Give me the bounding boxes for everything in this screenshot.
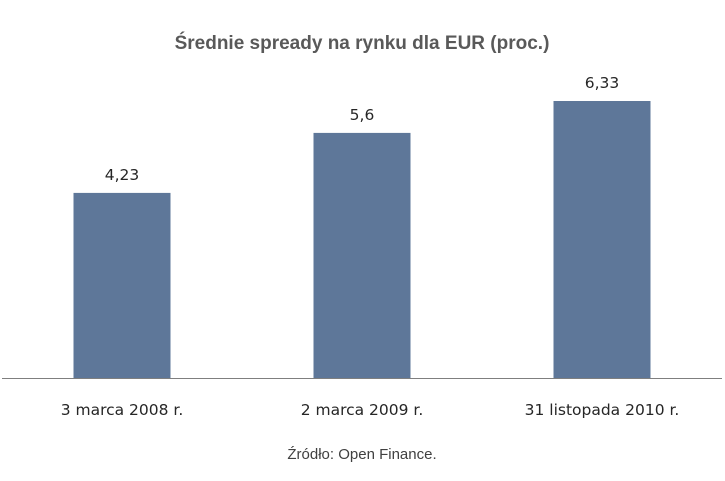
bars-group [73, 101, 651, 378]
data-label-1: 4,23 [105, 166, 140, 184]
data-label-3: 6,33 [585, 74, 620, 92]
category-label-1: 3 marca 2008 r. [61, 401, 184, 419]
bar-1 [73, 192, 171, 378]
bar-2 [313, 132, 411, 378]
value-labels-group: 4,23 5,6 6,33 [105, 74, 620, 184]
category-label-2: 2 marca 2009 r. [301, 401, 424, 419]
category-labels-group: 3 marca 2008 r. 2 marca 2009 r. 31 listopa… [61, 401, 680, 419]
source-note: Źródło: Open Finance. [287, 446, 436, 463]
chart-title: Średnie spready na rynku dla EUR (proc.) [175, 32, 550, 54]
category-label-3: 31 listopada 2010 r. [525, 401, 680, 419]
data-label-2: 5,6 [350, 106, 375, 124]
bar-3 [553, 101, 651, 378]
